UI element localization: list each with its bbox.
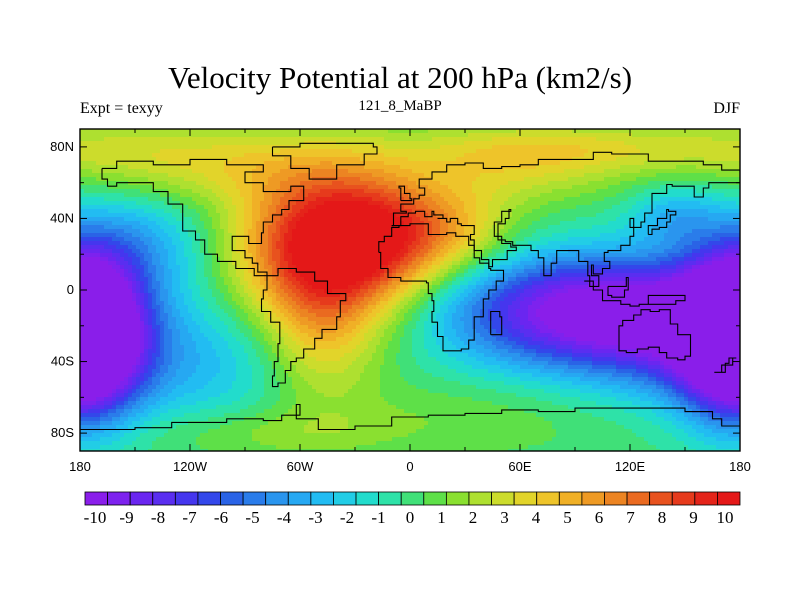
lat-tick-label: 40S [51, 354, 74, 369]
colorbar-label: 1 [437, 508, 446, 527]
coastline-segment [493, 208, 512, 237]
coastline-segment [398, 185, 413, 202]
coastline-segment [391, 151, 740, 227]
colorbar-label: -3 [308, 508, 323, 527]
lon-tick-label: 0 [406, 459, 413, 474]
coastline-segment [101, 158, 305, 277]
colorbar-box [468, 491, 492, 506]
colorbar-box [604, 491, 628, 506]
colorbar-label: 9 [689, 508, 698, 527]
colorbar-label: -10 [83, 508, 107, 527]
lon-tick-label: 120E [615, 459, 646, 474]
colorbar-label: 5 [563, 508, 572, 527]
colorbar-label: -6 [213, 508, 229, 527]
colorbar-box [423, 491, 447, 506]
colorbar-box [558, 491, 583, 506]
colorbar-label: -5 [245, 508, 260, 527]
experiment-label: Expt = texyy [80, 100, 163, 117]
colorbar-box [310, 491, 334, 506]
colorbar-box [491, 491, 515, 506]
colorbar-box [197, 491, 221, 506]
coastline-segment [260, 267, 347, 388]
colorbar-label: 6 [594, 508, 604, 527]
lat-tick-label: 0 [67, 282, 74, 297]
colorbar-box [649, 491, 673, 506]
colorbar-label: 2 [468, 508, 478, 527]
coastline-segment [271, 142, 378, 180]
coastline-segment [607, 276, 629, 298]
colorbar-box [355, 491, 380, 506]
coastline-segment [647, 208, 677, 236]
colorbar-box [220, 491, 244, 506]
colorbar-label: -4 [276, 508, 292, 527]
lon-tick-label: 60E [508, 459, 531, 474]
colorbar-box [626, 491, 651, 506]
colorbar-box [445, 491, 470, 506]
coastline-segment [80, 403, 740, 431]
lon-tick-label: 180 [729, 459, 751, 474]
colorbar-box [107, 491, 131, 506]
lat-tick-label: 80S [51, 425, 74, 440]
colorbar-box [174, 491, 199, 506]
coastline-segment [490, 310, 503, 336]
colorbar-box [265, 491, 289, 506]
map-title: Velocity Potential at 200 hPa (km2/s) [167, 60, 633, 95]
colorbar-label: -2 [339, 508, 355, 527]
colorbar-box [694, 491, 718, 506]
coastline-segment [714, 357, 737, 373]
lon-tick-label: 60W [287, 459, 314, 474]
lon-tick-label: 180 [69, 459, 91, 474]
colorbar-box [84, 491, 108, 506]
axis-ticks [79, 129, 741, 451]
colorbar-box [152, 491, 176, 506]
colorbar-label: 10 [716, 508, 734, 527]
run-label: 121_8_MaBP [358, 98, 442, 114]
colorbar-label: -9 [119, 508, 134, 527]
colorbar-label: -8 [150, 508, 166, 527]
colorbar-label: 8 [657, 508, 667, 527]
contour-field [80, 129, 740, 451]
coastline-segment [618, 309, 692, 361]
coastline-segment [391, 182, 740, 287]
lat-tick-label: 40N [50, 210, 74, 225]
colorbar-box [242, 491, 267, 506]
colorbar-label: -1 [371, 508, 386, 527]
lat-tick-label: 80N [50, 139, 74, 154]
colorbar-box [671, 491, 696, 506]
colorbar-box [513, 491, 538, 506]
colorbar-label: 3 [500, 508, 509, 527]
colorbar-label: -7 [182, 508, 197, 527]
colorbar-box [400, 491, 425, 506]
colorbar [84, 491, 741, 506]
season-label: DJF [713, 100, 740, 117]
colorbar-label: 0 [405, 508, 415, 527]
continent-outlines [80, 142, 740, 431]
colorbar-box [287, 491, 312, 506]
lon-tick-label: 120W [173, 459, 208, 474]
colorbar-label: 7 [626, 508, 635, 527]
colorbar-box [333, 491, 357, 506]
coastline-segment [378, 223, 505, 352]
colorbar-box [536, 491, 560, 506]
colorbar-box [129, 491, 154, 506]
coastline-segment [584, 280, 686, 307]
colorbar-label: 4 [531, 508, 541, 527]
colorbar-box [717, 491, 741, 506]
colorbar-box [581, 491, 605, 506]
colorbar-box [378, 491, 402, 506]
axis-tick-labels: 180 120W 60W 0 60E 120E 180 80N 40N 0 40S 80S [50, 139, 751, 474]
